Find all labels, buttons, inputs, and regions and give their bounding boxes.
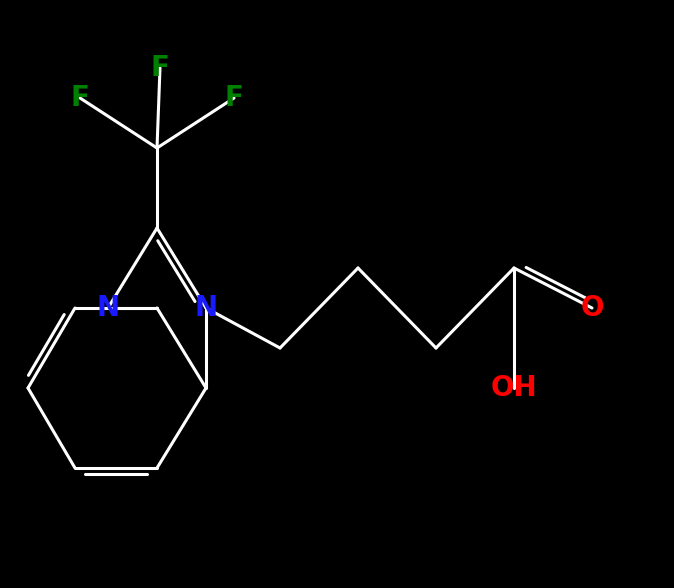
Text: F: F xyxy=(71,84,90,112)
Text: N: N xyxy=(194,294,218,322)
Text: N: N xyxy=(96,294,119,322)
Text: F: F xyxy=(150,54,169,82)
Text: F: F xyxy=(224,84,243,112)
Text: OH: OH xyxy=(491,374,537,402)
Text: O: O xyxy=(580,294,604,322)
